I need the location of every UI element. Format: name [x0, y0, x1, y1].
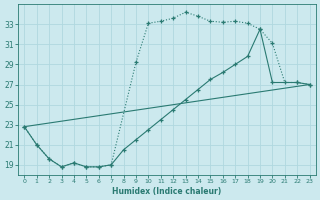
X-axis label: Humidex (Indice chaleur): Humidex (Indice chaleur)	[112, 187, 221, 196]
